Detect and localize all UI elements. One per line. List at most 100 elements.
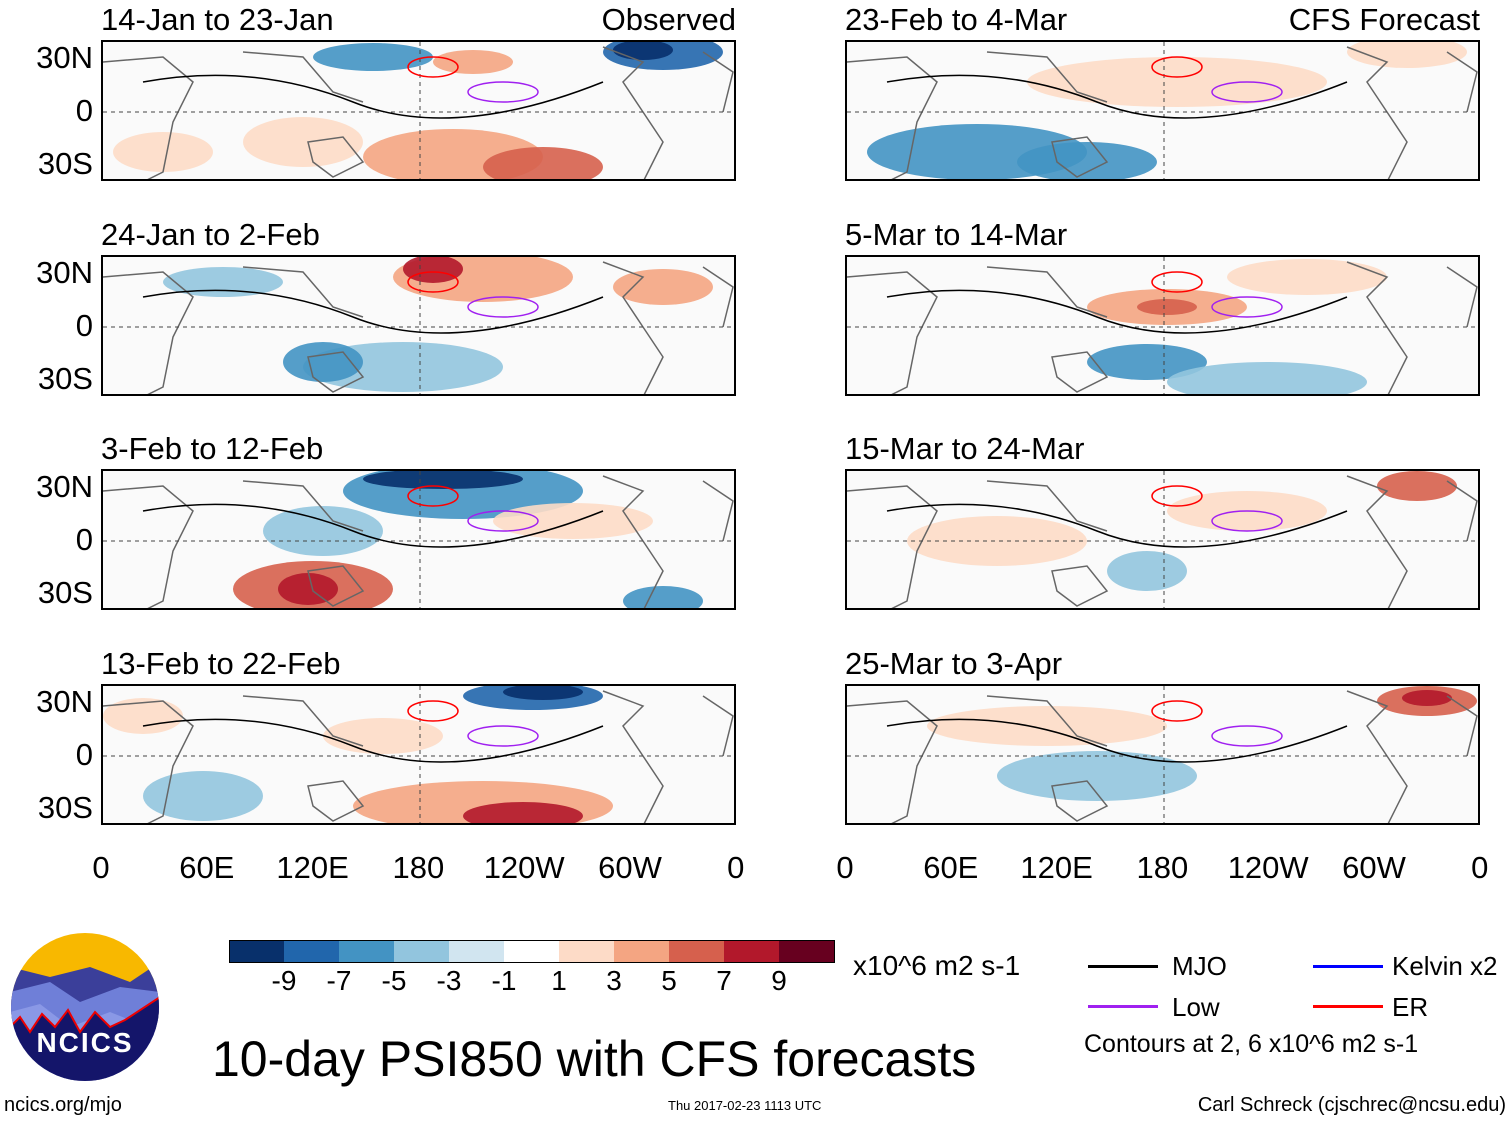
lon-label: 0 — [836, 850, 854, 885]
lon-label: 120E — [276, 850, 349, 885]
footer-url[interactable]: ncics.org/mjo — [4, 1094, 122, 1116]
colorbar-label: 9 — [771, 965, 787, 996]
panel-title: 23-Feb to 4-Mar — [845, 2, 1068, 37]
anomaly-blob — [463, 802, 583, 823]
colorbar-swatch — [779, 940, 835, 963]
anomaly-blob — [907, 516, 1087, 566]
colorbar-label: -3 — [436, 965, 462, 996]
anomaly-blob — [433, 50, 513, 74]
anomaly-blob — [1027, 57, 1327, 107]
panel-title: 25-Mar to 3-Apr — [845, 646, 1063, 681]
continent-outline — [847, 261, 1478, 394]
map-panel — [845, 255, 1480, 396]
panel-title: 14-Jan to 23-Jan — [101, 2, 334, 37]
lon-label: 0 — [92, 850, 110, 885]
colorbar-label: -5 — [381, 965, 407, 996]
footer-timestamp: Thu 2017-02-23 1113 UTC — [668, 1098, 822, 1113]
panel-tag: CFS Forecast — [1288, 2, 1480, 37]
map-panel — [845, 40, 1480, 181]
lon-label: 180 — [1136, 850, 1189, 885]
lon-label: 60W — [598, 850, 662, 885]
lon-label: 60E — [179, 850, 235, 885]
anomaly-blob — [1227, 259, 1387, 295]
legend-line-kelvin — [1313, 965, 1383, 968]
lat-label: 30S — [37, 361, 93, 396]
colorbar-swatch — [449, 940, 505, 963]
colorbar-swatch — [559, 940, 615, 963]
lat-label: 0 — [75, 308, 93, 343]
lat-label: 0 — [75, 522, 93, 557]
colorbar-swatch — [339, 940, 395, 963]
lat-label: 0 — [75, 737, 93, 772]
anomaly-blob — [113, 132, 213, 172]
logo-text: NCICS — [36, 1027, 134, 1058]
panel-title: 5-Mar to 14-Mar — [845, 217, 1068, 252]
lat-label: 0 — [75, 93, 93, 128]
map-panel — [845, 684, 1480, 825]
colorbar-swatch — [669, 940, 725, 963]
map-panel — [101, 255, 736, 396]
legend-line-low — [1088, 1005, 1158, 1008]
footer-author: Carl Schreck (cjschrec@ncsu.edu) — [1197, 1094, 1506, 1116]
anomaly-blob — [613, 269, 713, 305]
anomaly-blob — [323, 718, 443, 754]
anomaly-blob — [313, 43, 433, 71]
continent-outline — [103, 690, 734, 823]
anomaly-blob — [103, 698, 183, 734]
legend-label-kelvin: Kelvin x2 — [1392, 951, 1498, 981]
colorbar-swatch — [504, 940, 560, 963]
anomaly-blob — [1107, 551, 1187, 591]
ncics-logo: NCICS — [10, 932, 160, 1082]
lon-label: 120E — [1020, 850, 1093, 885]
anomaly-blob — [997, 751, 1197, 801]
anomaly-blob — [1137, 299, 1197, 315]
panel-title: 24-Jan to 2-Feb — [101, 217, 320, 252]
lat-label: 30S — [37, 575, 93, 610]
map-panel — [845, 469, 1480, 610]
anomaly-blob — [1402, 690, 1452, 706]
colorbar-label: -9 — [271, 965, 297, 996]
continent-outline — [103, 46, 734, 179]
panel-tag: Observed — [601, 2, 736, 37]
lon-label: 60W — [1342, 850, 1406, 885]
colorbar-label: -1 — [491, 965, 517, 996]
lon-label: 0 — [727, 850, 745, 885]
colorbar-units: x10^6 m2 s-1 — [853, 950, 1021, 981]
legend-label-low: Low — [1172, 992, 1220, 1022]
colorbar-label: -7 — [326, 965, 352, 996]
anomaly-blob — [363, 471, 523, 489]
anomaly-blob — [163, 267, 283, 297]
legend-line-er — [1313, 1005, 1383, 1008]
lat-label: 30S — [37, 146, 93, 181]
lat-label: 30N — [36, 255, 93, 290]
figure-title: 10-day PSI850 with CFS forecasts — [212, 1031, 977, 1087]
anomaly-blob — [1167, 362, 1367, 394]
continent-outline — [103, 261, 734, 394]
lon-label: 120W — [1227, 850, 1309, 885]
panel-title: 15-Mar to 24-Mar — [845, 431, 1085, 466]
colorbar-label: 1 — [551, 965, 567, 996]
colorbar-swatch — [614, 940, 670, 963]
contour-note: Contours at 2, 6 x10^6 m2 s-1 — [1084, 1030, 1419, 1058]
anomaly-blob — [263, 506, 383, 556]
map-panel — [101, 684, 736, 825]
lon-label: 0 — [1471, 850, 1489, 885]
colorbar-swatch — [284, 940, 340, 963]
lon-label: 120W — [483, 850, 565, 885]
anomaly-blob — [493, 503, 653, 539]
lat-label: 30N — [36, 469, 93, 504]
map-panel — [101, 469, 736, 610]
panel-title: 3-Feb to 12-Feb — [101, 431, 324, 466]
anomaly-blob — [143, 771, 263, 821]
legend-label-er: ER — [1392, 992, 1429, 1022]
colorbar-label: 3 — [606, 965, 622, 996]
anomaly-blob — [1377, 471, 1457, 501]
colorbar-label: 7 — [716, 965, 732, 996]
map-panel — [101, 40, 736, 181]
continent-outline — [847, 690, 1478, 823]
anomaly-blob — [613, 42, 673, 60]
lon-label: 180 — [392, 850, 445, 885]
lon-label: 60E — [923, 850, 979, 885]
colorbar-swatch — [724, 940, 780, 963]
anomaly-blob — [483, 147, 603, 179]
